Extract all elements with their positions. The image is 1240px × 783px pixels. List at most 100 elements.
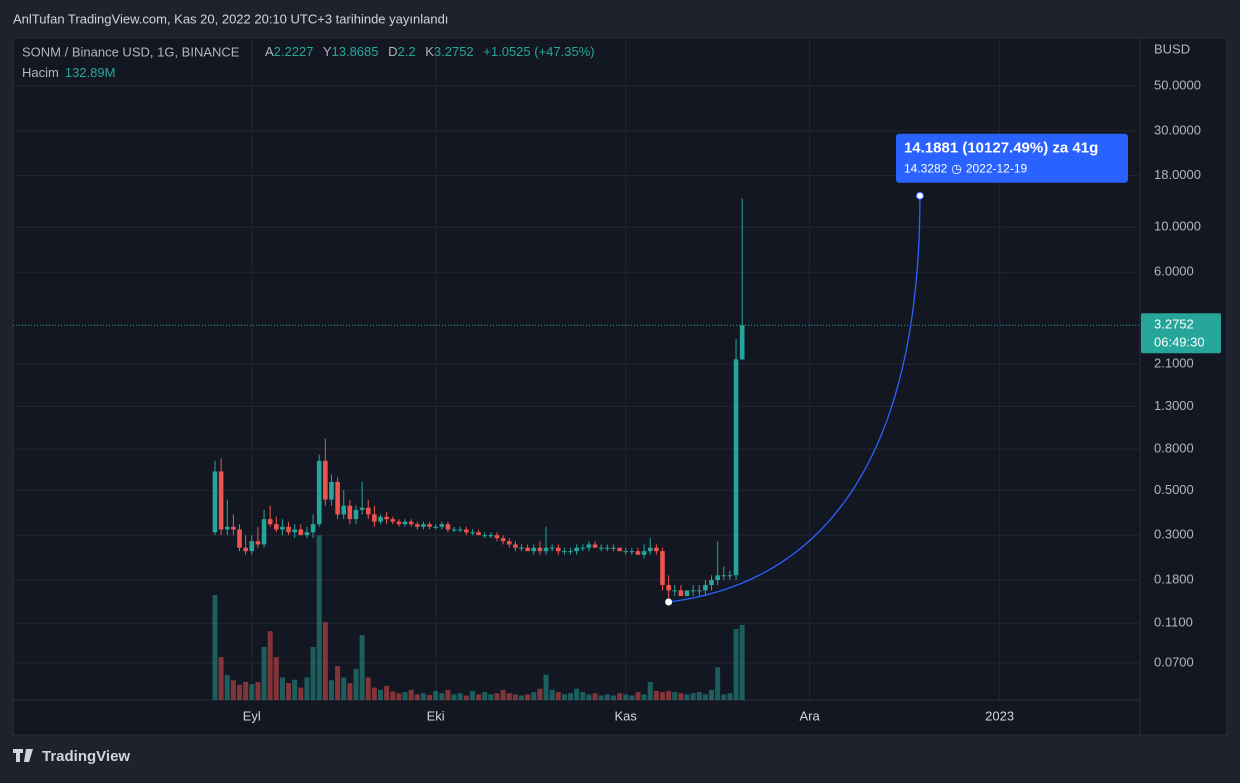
- grid: [13, 40, 1140, 700]
- volume-bar: [420, 693, 426, 700]
- volume-bar: [623, 694, 629, 700]
- volume-bar: [230, 680, 236, 700]
- low-label: D: [388, 44, 397, 59]
- candle-body: [451, 529, 457, 531]
- price-tag-value: 3.2752: [1154, 317, 1194, 332]
- volume-bar: [322, 622, 328, 700]
- candle-body: [445, 524, 451, 530]
- volume-bar: [469, 690, 475, 700]
- volume-bar: [690, 693, 696, 700]
- candle-body: [470, 532, 475, 534]
- volume-bar: [304, 677, 310, 700]
- volume-bar: [249, 684, 255, 700]
- candle-body: [500, 538, 506, 542]
- candle-body: [218, 471, 224, 530]
- x-tick-label: Eyl: [243, 708, 261, 723]
- volume-bar: [328, 680, 334, 700]
- candle-body: [703, 585, 708, 591]
- candle-body: [414, 524, 420, 527]
- volume-bar: [672, 692, 678, 700]
- projection-sub: 14.3282 ◷ 2022-12-19: [904, 162, 1028, 176]
- volume-bar: [359, 635, 365, 700]
- candle-body: [298, 529, 304, 536]
- volume-bar: [592, 693, 598, 700]
- volume-bar: [218, 657, 224, 700]
- candle-body: [433, 526, 438, 528]
- volume-label: Hacim: [22, 65, 59, 80]
- candle-body: [733, 359, 739, 576]
- volume-bar: [243, 681, 249, 700]
- volume-bar: [684, 694, 690, 700]
- candle-body: [568, 551, 573, 553]
- volume-bar: [396, 693, 402, 700]
- candle-body: [598, 547, 604, 549]
- overlay-layer: 14.1881 (10127.49%) za 41g 14.3282 ◷ 2022-1…: [13, 133, 1140, 606]
- volume-bar: [543, 674, 549, 700]
- volume-bar: [519, 695, 524, 700]
- candle-body: [402, 521, 408, 525]
- candle-body: [666, 585, 671, 591]
- y-tick-label: 0.8000: [1154, 440, 1194, 455]
- volume-bar: [568, 693, 574, 700]
- volume-bar: [659, 692, 665, 700]
- close-value: 3.2752: [434, 44, 474, 59]
- volume-bar: [500, 689, 506, 700]
- candle-body: [672, 590, 678, 592]
- close-label: K: [425, 44, 434, 59]
- x-tick-label: Kas: [615, 708, 638, 723]
- volume-bar: [261, 646, 267, 700]
- symbol: SONM / Binance USD, 1G, BINANCE: [22, 44, 240, 59]
- volume-bar: [696, 692, 702, 700]
- candle-body: [709, 580, 714, 586]
- change: +1.0525 (+47.35%): [483, 44, 594, 59]
- candle-body: [580, 547, 586, 549]
- candle-body: [378, 516, 383, 522]
- candle-body: [237, 529, 242, 548]
- volume-bar: [641, 694, 647, 700]
- projection-label: 14.1881 (10127.49%) za 41g: [904, 140, 1098, 157]
- y-tick-label: 30.0000: [1154, 122, 1201, 137]
- candle-body: [421, 524, 426, 527]
- volume-bar: [224, 675, 230, 700]
- volume-bar: [482, 692, 488, 700]
- candle-body: [212, 471, 218, 533]
- candle-body: [286, 526, 291, 533]
- volume-bar: [298, 687, 304, 700]
- candle-body: [249, 541, 255, 552]
- candle-body: [684, 590, 690, 597]
- candle-body: [231, 526, 236, 530]
- candle-body: [261, 519, 267, 545]
- volume-bar: [549, 689, 555, 700]
- candle-body: [537, 547, 543, 552]
- volume-bar: [347, 683, 353, 700]
- volume-bar: [310, 646, 316, 700]
- y-tick-label: 0.3000: [1154, 527, 1194, 542]
- projection-price: 14.3282: [904, 162, 948, 176]
- candle-body: [347, 505, 353, 520]
- price-tag: [1141, 313, 1221, 354]
- y-tick-label: 2.1000: [1154, 356, 1194, 371]
- volume-bar: [212, 595, 218, 700]
- open-label: A: [265, 44, 274, 59]
- candle-body: [408, 521, 414, 525]
- candle-body: [506, 541, 512, 545]
- high-label: Y: [323, 44, 332, 59]
- candle-body: [623, 551, 629, 553]
- volume-bar: [598, 695, 604, 700]
- candle-body: [647, 547, 653, 552]
- candle-body: [323, 460, 328, 500]
- projection-date: 2022-12-19: [966, 162, 1028, 176]
- candle-body: [341, 505, 347, 515]
- projection-start: [665, 598, 673, 606]
- volume-bar: [267, 631, 273, 700]
- candle-body: [494, 535, 500, 539]
- candle-body: [721, 575, 727, 577]
- candle-body: [255, 541, 261, 545]
- volume-bar: [727, 693, 733, 700]
- volume-bar: [286, 683, 292, 700]
- volume-bar: [715, 667, 721, 700]
- volume-legend: Hacim 132.89M: [22, 65, 115, 80]
- candle-body: [365, 507, 371, 515]
- volume-bar: [647, 681, 653, 700]
